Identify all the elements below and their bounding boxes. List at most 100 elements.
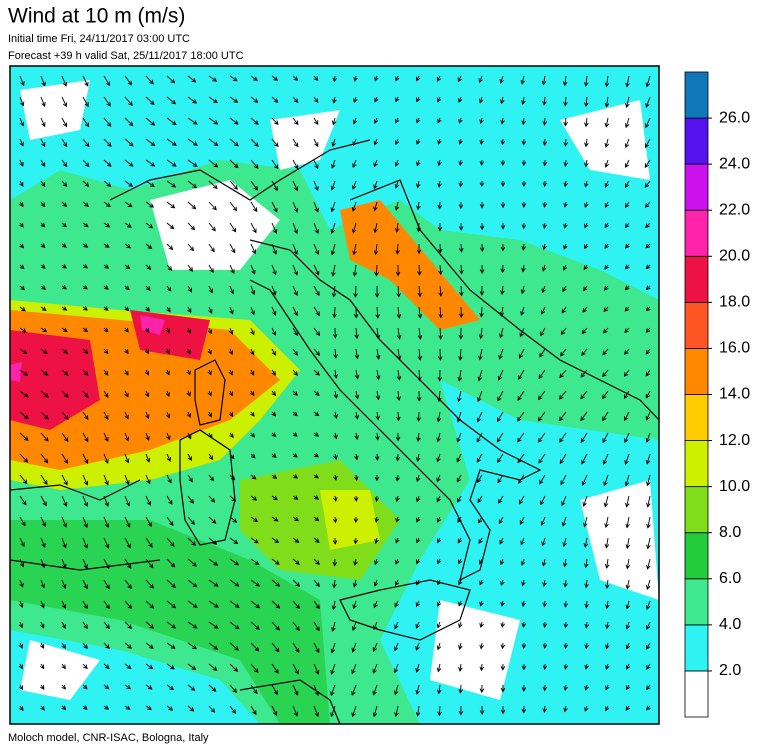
wind-arrow: [646, 579, 651, 590]
wind-arrow: [124, 579, 132, 590]
wind-arrow: [540, 495, 546, 506]
wind-arrow: [103, 180, 112, 187]
wind-arrow: [187, 264, 193, 272]
wind-arrow: [500, 117, 505, 125]
wind-arrow: [584, 579, 589, 589]
wind-arrow: [500, 621, 506, 628]
wind-arrow: [477, 474, 483, 483]
wind-arrow: [313, 117, 319, 126]
wind-arrow: [313, 453, 319, 458]
wind-arrow: [500, 159, 506, 166]
wind-arrow: [603, 285, 609, 291]
wind-arrow: [229, 243, 236, 254]
wind-arrow: [103, 264, 110, 269]
wind-arrow: [624, 348, 630, 355]
colorbar-bin: [684, 578, 709, 626]
colorbar-bin: [684, 255, 709, 303]
wind-arrow: [331, 159, 336, 169]
wind-arrow: [103, 537, 110, 549]
wind-arrow: [82, 159, 90, 168]
wind-arrow: [166, 642, 176, 649]
wind-arrow: [166, 117, 177, 126]
wind-arrow: [458, 579, 463, 586]
wind-arrow: [208, 75, 218, 82]
wind-arrow: [437, 180, 442, 188]
wind-arrow: [646, 642, 651, 650]
wind-arrow: [145, 600, 155, 609]
wind-arrow: [331, 264, 336, 277]
wind-arrow: [333, 411, 338, 420]
wind-arrow: [415, 642, 420, 651]
wind-arrow: [332, 327, 338, 339]
wind-arrow: [479, 180, 485, 188]
wind-arrow: [416, 138, 421, 145]
wind-arrow: [499, 327, 504, 339]
wind-arrow: [542, 705, 547, 714]
wind-arrow: [40, 369, 49, 376]
wind-arrow: [521, 684, 527, 692]
wind-arrow: [145, 306, 150, 312]
wind-arrow: [352, 243, 357, 256]
wind-arrow: [562, 285, 567, 293]
wind-arrow: [416, 117, 421, 124]
wind-arrow: [604, 222, 609, 229]
wind-arrow: [458, 243, 464, 253]
wind-arrow: [144, 348, 150, 355]
wind-arrow: [208, 96, 218, 104]
wind-arrow: [373, 621, 378, 631]
wind-arrow: [373, 201, 378, 212]
wind-arrow: [271, 222, 278, 234]
wind-arrow: [479, 705, 485, 715]
wind-arrow: [250, 75, 258, 82]
wind-arrow: [124, 558, 132, 569]
wind-arrow: [330, 243, 336, 256]
wind-arrow: [166, 495, 173, 505]
wind-arrow: [229, 432, 234, 439]
wind-arrow: [145, 474, 151, 485]
wind-arrow: [561, 495, 567, 507]
wind-arrow: [187, 138, 198, 146]
wind-arrow: [19, 117, 25, 127]
wind-arrow: [61, 180, 68, 188]
wind-arrow: [40, 306, 47, 311]
wind-arrow: [331, 117, 337, 126]
wind-arrow: [605, 621, 610, 630]
wind-arrow: [250, 348, 255, 356]
wind-arrow: [580, 390, 588, 400]
wind-arrow: [521, 243, 527, 251]
wind-arrow: [61, 663, 66, 670]
wind-arrow: [479, 558, 484, 565]
wind-arrow: [521, 621, 527, 628]
wind-arrow: [103, 201, 111, 207]
wind-arrow: [394, 180, 400, 189]
wind-arrow: [19, 180, 24, 187]
wind-arrow: [292, 432, 298, 437]
wind-arrow: [374, 516, 380, 523]
wind-arrow: [416, 579, 421, 586]
wind-arrow: [145, 516, 152, 528]
wind-arrow: [145, 327, 150, 333]
wind-arrow: [624, 138, 630, 149]
wind-arrow: [333, 453, 338, 460]
wind-arrow: [292, 264, 298, 276]
wind-arrow: [187, 453, 192, 462]
wind-arrow: [250, 558, 260, 565]
wind-arrow: [19, 264, 25, 270]
wind-arrow: [103, 138, 112, 147]
wind-arrow: [541, 75, 547, 86]
wind-arrow: [458, 117, 463, 124]
wind-arrow: [542, 579, 547, 587]
wind-arrow: [375, 348, 381, 360]
wind-arrow: [394, 705, 399, 718]
wind-arrow: [624, 453, 630, 465]
wind-arrow: [415, 663, 420, 673]
wind-arrow: [82, 285, 88, 290]
wind-arrow: [332, 558, 338, 567]
wind-arrow: [519, 327, 525, 338]
wind-arrow: [478, 537, 483, 545]
wind-arrow: [61, 327, 68, 333]
wind-arrow: [497, 369, 504, 381]
wind-arrow: [415, 621, 420, 629]
wind-arrow: [271, 138, 279, 148]
wind-arrow: [124, 159, 134, 167]
